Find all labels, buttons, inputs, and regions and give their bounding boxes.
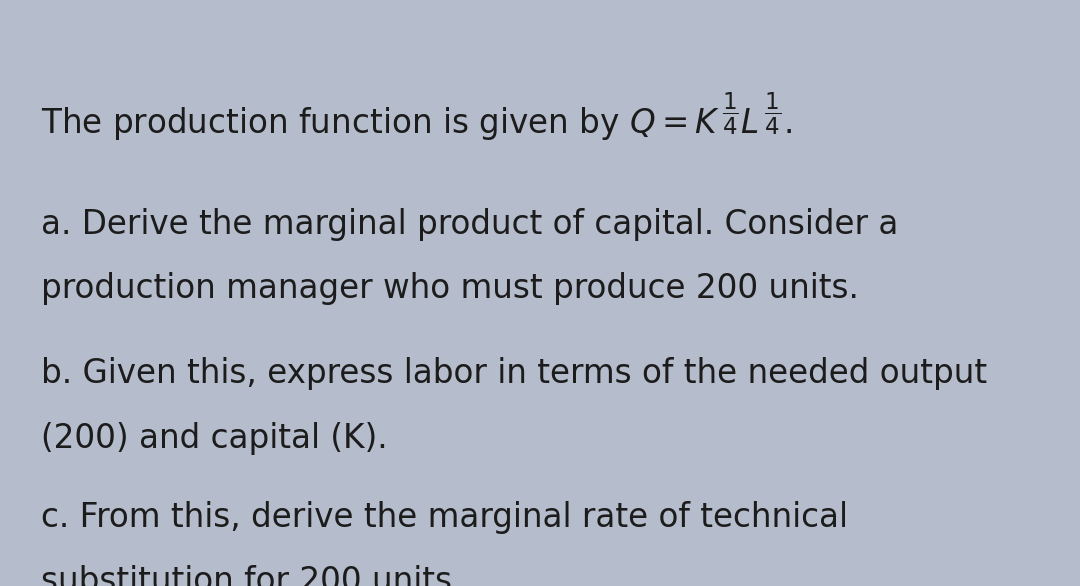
Text: b. Given this, express labor in terms of the needed output: b. Given this, express labor in terms of…: [41, 357, 987, 390]
Text: production manager who must produce 200 units.: production manager who must produce 200 …: [41, 272, 859, 305]
Text: a. Derive the marginal product of capital. Consider a: a. Derive the marginal product of capita…: [41, 208, 899, 241]
Text: (200) and capital (K).: (200) and capital (K).: [41, 422, 388, 455]
Text: c. From this, derive the marginal rate of technical: c. From this, derive the marginal rate o…: [41, 501, 848, 534]
Text: The production function is given by $Q = K^{\,\dfrac{1}{4}} L^{\,\dfrac{1}{4}}.$: The production function is given by $Q =…: [41, 91, 793, 143]
Text: substitution for 200 units.: substitution for 200 units.: [41, 565, 462, 586]
